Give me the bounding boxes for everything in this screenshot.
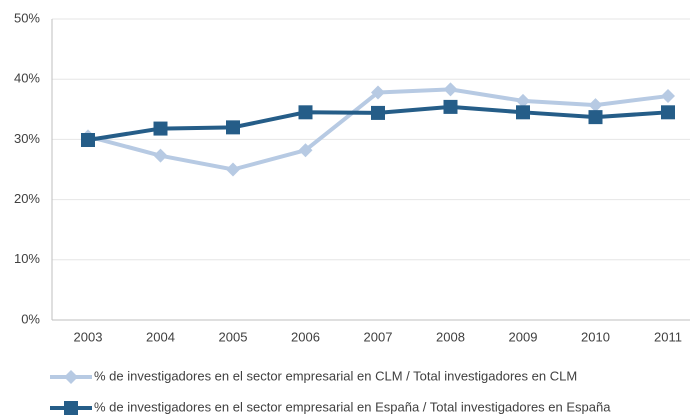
y-tick-label: 10%: [14, 251, 40, 266]
point: [298, 143, 313, 158]
legend-label: % de investigadores en el sector empresa…: [94, 368, 577, 383]
legend-label: % de investigadores en el sector empresa…: [94, 399, 611, 414]
point: [371, 85, 385, 100]
x-tick-label: 2007: [364, 329, 393, 344]
point: [226, 120, 240, 135]
legend-marker: [64, 401, 78, 415]
point: [443, 82, 458, 97]
point: [298, 105, 313, 120]
y-tick-label: 20%: [14, 191, 40, 206]
x-tick-label: 2003: [74, 329, 103, 344]
point: [226, 162, 240, 177]
point: [661, 105, 675, 120]
point: [588, 110, 603, 125]
point: [516, 93, 530, 108]
x-tick-label: 2005: [219, 329, 248, 344]
point: [588, 98, 603, 113]
x-tick-label: 2004: [146, 329, 175, 344]
x-tick-label: 2009: [509, 329, 538, 344]
point: [443, 99, 458, 114]
point: [153, 121, 168, 136]
x-tick-label: 2011: [654, 329, 682, 344]
y-tick-label: 40%: [14, 71, 40, 86]
x-tick-label: 2010: [581, 329, 610, 344]
point: [153, 148, 168, 163]
y-tick-label: 30%: [14, 131, 40, 146]
point: [81, 133, 95, 148]
point: [371, 105, 385, 120]
point: [516, 105, 530, 120]
x-tick-label: 2006: [291, 329, 320, 344]
point: [661, 89, 675, 104]
y-tick-label: 0%: [21, 311, 40, 326]
legend-marker: [64, 370, 78, 384]
y-tick-label: 50%: [14, 10, 40, 25]
x-tick-label: 2008: [436, 329, 465, 344]
